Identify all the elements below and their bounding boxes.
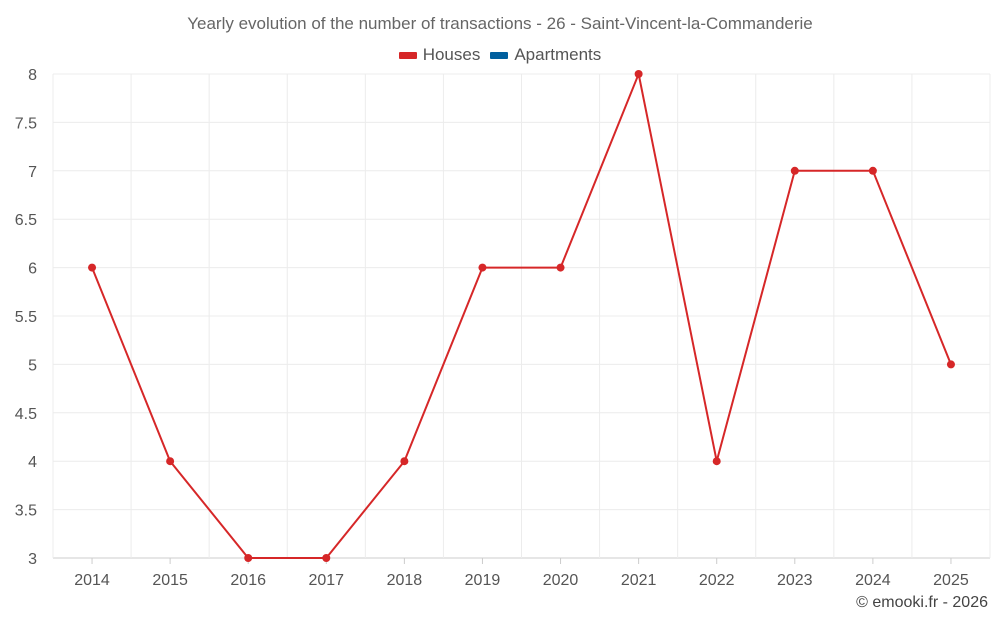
data-point-houses-2021 [634, 70, 643, 78]
x-tick-label: 2024 [855, 572, 891, 589]
data-point-houses-2015 [166, 457, 175, 466]
x-tick-label: 2016 [230, 572, 266, 589]
series-line-houses [91, 73, 952, 559]
x-tick-label: 2025 [933, 572, 969, 589]
data-point-houses-2023 [790, 166, 799, 175]
x-tick-label: 2020 [543, 572, 579, 589]
legend: Houses Apartments [0, 45, 1000, 65]
data-point-houses-2025 [946, 360, 955, 369]
grid [52, 73, 991, 559]
data-point-houses-2019 [478, 263, 487, 272]
legend-item-houses[interactable]: Houses [398, 45, 481, 65]
x-tick-label: 2023 [777, 572, 813, 589]
legend-label-apartments: Apartments [514, 45, 602, 64]
credit-text: © emooki.fr - 2026 [856, 594, 988, 611]
legend-swatch-houses [398, 51, 417, 59]
y-tick-label: 4.5 [15, 406, 37, 423]
x-tick-label: 2015 [152, 572, 188, 589]
data-point-houses-2020 [556, 263, 565, 272]
y-tick-label: 4 [28, 454, 37, 471]
x-tick-label: 2014 [74, 572, 110, 589]
y-tick-label: 8 [28, 67, 37, 84]
data-point-houses-2014 [88, 263, 97, 272]
chart-title: Yearly evolution of the number of transa… [187, 14, 813, 33]
data-point-houses-2024 [868, 166, 877, 175]
data-point-houses-2018 [400, 457, 409, 466]
x-tick-label: 2017 [308, 572, 344, 589]
x-tick-label: 2019 [465, 572, 501, 589]
x-tick-label: 2022 [699, 572, 735, 589]
x-tick-label: 2018 [387, 572, 423, 589]
y-tick-label: 5 [28, 357, 37, 374]
y-axis-ticks: 3 3.5 4 4.5 5 5.5 6 6.5 7 7.5 8 [15, 67, 37, 568]
y-tick-label: 5.5 [15, 309, 37, 326]
series-layer [88, 70, 955, 562]
data-point-houses-2022 [712, 457, 721, 466]
legend-item-apartments[interactable]: Apartments [490, 45, 601, 65]
y-tick-label: 7.5 [15, 115, 37, 132]
x-tick-label: 2021 [621, 572, 657, 589]
y-tick-label: 6.5 [15, 212, 37, 229]
y-tick-label: 3 [28, 551, 37, 568]
x-axis-ticks: 2014 2015 2016 2017 2018 2019 2020 2021 2022 2023… [74, 558, 969, 589]
legend-label-houses: Houses [422, 45, 481, 64]
y-tick-label: 3.5 [15, 503, 37, 520]
y-tick-label: 6 [28, 261, 37, 278]
y-tick-label: 7 [28, 164, 37, 181]
legend-swatch-apartments [490, 51, 509, 59]
data-point-houses-2017 [322, 554, 331, 562]
data-point-houses-2016 [244, 554, 253, 562]
